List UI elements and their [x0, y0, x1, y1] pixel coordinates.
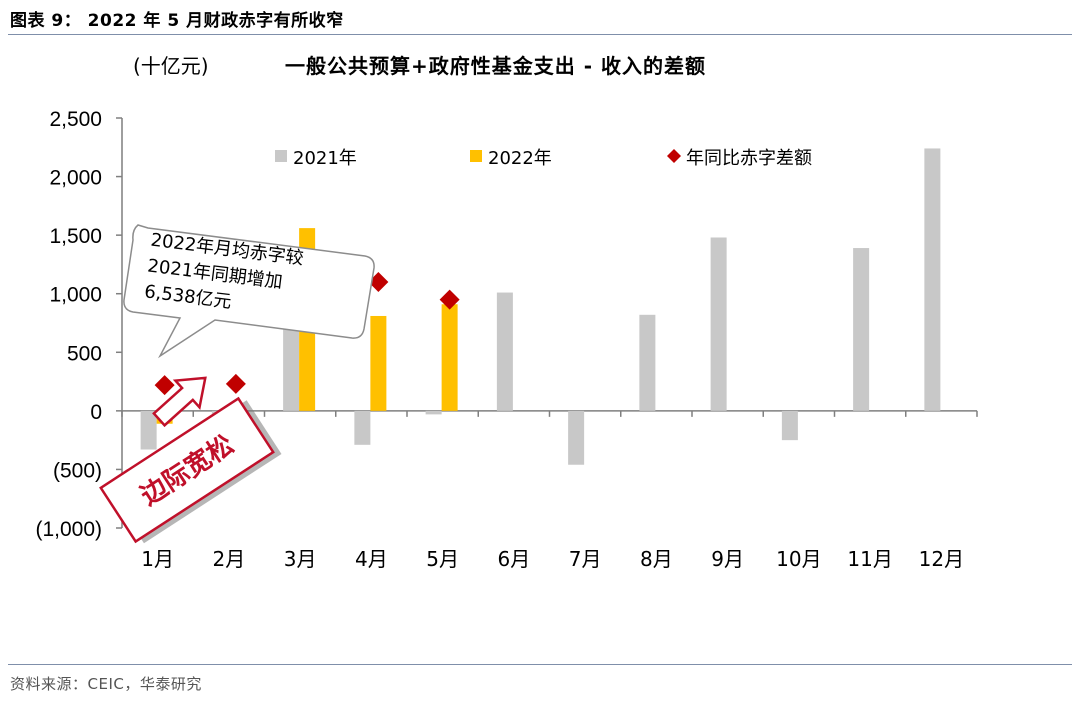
bar-2021 [425, 410, 442, 415]
legend: 2021年 2022年 年同比赤字差额 [275, 148, 812, 169]
bar-2021 [710, 237, 727, 411]
stamp-box: 边际宽松 [99, 396, 282, 544]
x-category-label: 1月 [141, 547, 174, 571]
x-category-label: 7月 [569, 547, 602, 571]
x-axis: 1月 2月 3月 4月 5月 6月 7月 8月 9月 10月 11月 12月 [121, 410, 978, 571]
x-category-label: 5月 [426, 547, 459, 571]
y-tick-label: 1,500 [49, 225, 102, 248]
legend-label: 2021年 [293, 148, 357, 169]
legend-swatch [275, 150, 287, 162]
x-category-label: 2月 [213, 547, 246, 571]
x-category-label: 12月 [919, 547, 964, 571]
bar-2021 [853, 248, 870, 411]
y-tick-label: (1,000) [35, 518, 102, 541]
figure-title: 图表 9： 2022 年 5 月财政赤字有所收窄 [10, 11, 344, 31]
unit-label: (十亿元) [133, 54, 209, 78]
bar-2021 [283, 317, 300, 411]
x-category-label: 8月 [640, 547, 673, 571]
y-axis: 2,500 2,000 1,500 1,000 500 0 (500) (1,000) [35, 108, 123, 541]
chart-canvas: 2,500 2,000 1,500 1,000 500 0 (500) (1,000) 1月 2… [35, 108, 978, 571]
legend-swatch [470, 150, 482, 162]
bottom-rule [8, 664, 1072, 665]
bar-2022 [441, 304, 458, 411]
y-tick-label: (500) [53, 459, 102, 482]
bar-2021 [496, 292, 513, 411]
bar-2022 [370, 315, 387, 411]
diff-marker [154, 375, 175, 396]
bar-2021 [354, 410, 371, 445]
x-category-label: 11月 [847, 547, 892, 571]
top-rule [8, 34, 1072, 35]
bar-2021 [140, 410, 157, 450]
x-category-label: 6月 [498, 547, 531, 571]
diff-marker [439, 289, 460, 310]
callout-bubble: 2022年月均赤字较 2021年同期增加 6,538亿元 [123, 224, 375, 359]
chart-title: 一般公共预算+政府性基金支出 - 收入的差额 [285, 54, 706, 78]
bar-2021 [781, 410, 798, 441]
diff-marker [368, 272, 389, 292]
bar-2021 [924, 148, 941, 411]
bar-2021 [568, 410, 585, 465]
legend-swatch [667, 149, 681, 163]
y-tick-label: 1,000 [49, 284, 102, 307]
y-tick-label: 2,500 [49, 108, 102, 131]
bar-2021 [639, 314, 656, 411]
legend-label: 年同比赤字差额 [686, 148, 812, 169]
x-category-label: 10月 [776, 547, 821, 571]
y-tick-label: 2,000 [49, 167, 102, 190]
y-tick-label: 0 [90, 401, 102, 424]
x-category-label: 4月 [355, 547, 388, 571]
x-category-label: 9月 [711, 547, 744, 571]
legend-label: 2022年 [488, 148, 552, 169]
source-note: 资料来源：CEIC，华泰研究 [10, 675, 202, 693]
arrow-icon [152, 376, 207, 428]
diff-marker [225, 373, 246, 394]
y-tick-label: 500 [67, 342, 102, 365]
x-category-label: 3月 [284, 547, 317, 571]
